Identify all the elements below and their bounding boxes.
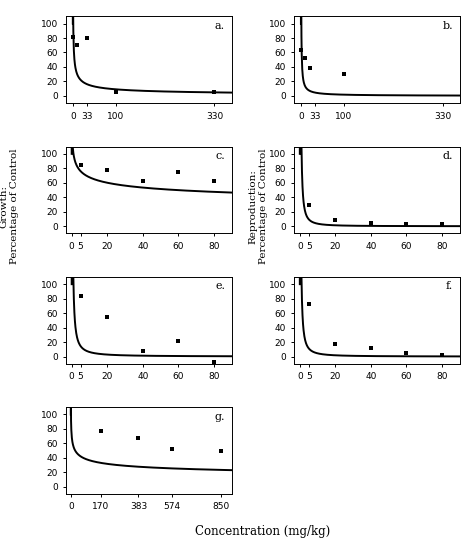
Text: g.: g.	[215, 412, 225, 421]
Point	[210, 176, 218, 185]
Point	[139, 346, 146, 355]
Point	[103, 166, 111, 174]
Text: a.: a.	[215, 21, 225, 30]
Text: d.: d.	[443, 151, 453, 161]
Point	[77, 160, 84, 169]
Point	[73, 41, 81, 49]
Point	[103, 312, 111, 321]
Text: Concentration (mg/kg): Concentration (mg/kg)	[195, 525, 331, 538]
Point	[210, 358, 218, 367]
Point	[168, 444, 176, 453]
Text: Reproduction:
Percentage of Control: Reproduction: Percentage of Control	[249, 149, 268, 264]
Point	[174, 168, 182, 176]
Text: Growth:
Percentage of Control: Growth: Percentage of Control	[0, 149, 19, 264]
Text: f.: f.	[446, 281, 453, 291]
Text: b.: b.	[443, 21, 453, 30]
Point	[438, 351, 446, 359]
Point	[112, 88, 119, 97]
Point	[77, 292, 84, 301]
Point	[83, 34, 91, 42]
Point	[438, 220, 446, 229]
Point	[135, 434, 142, 443]
Point	[139, 176, 146, 185]
Point	[332, 216, 339, 225]
Text: e.: e.	[215, 281, 225, 291]
Point	[332, 340, 339, 349]
Point	[211, 88, 219, 97]
Point	[174, 336, 182, 345]
Point	[306, 64, 313, 73]
Point	[69, 32, 77, 41]
Point	[403, 220, 410, 229]
Point	[340, 70, 347, 79]
Point	[305, 300, 312, 309]
Point	[297, 46, 305, 55]
Point	[367, 218, 375, 227]
Text: c.: c.	[215, 151, 225, 161]
Point	[301, 54, 309, 62]
Point	[403, 349, 410, 357]
Point	[97, 427, 105, 435]
Point	[305, 200, 312, 209]
Point	[367, 344, 375, 352]
Point	[217, 447, 225, 456]
